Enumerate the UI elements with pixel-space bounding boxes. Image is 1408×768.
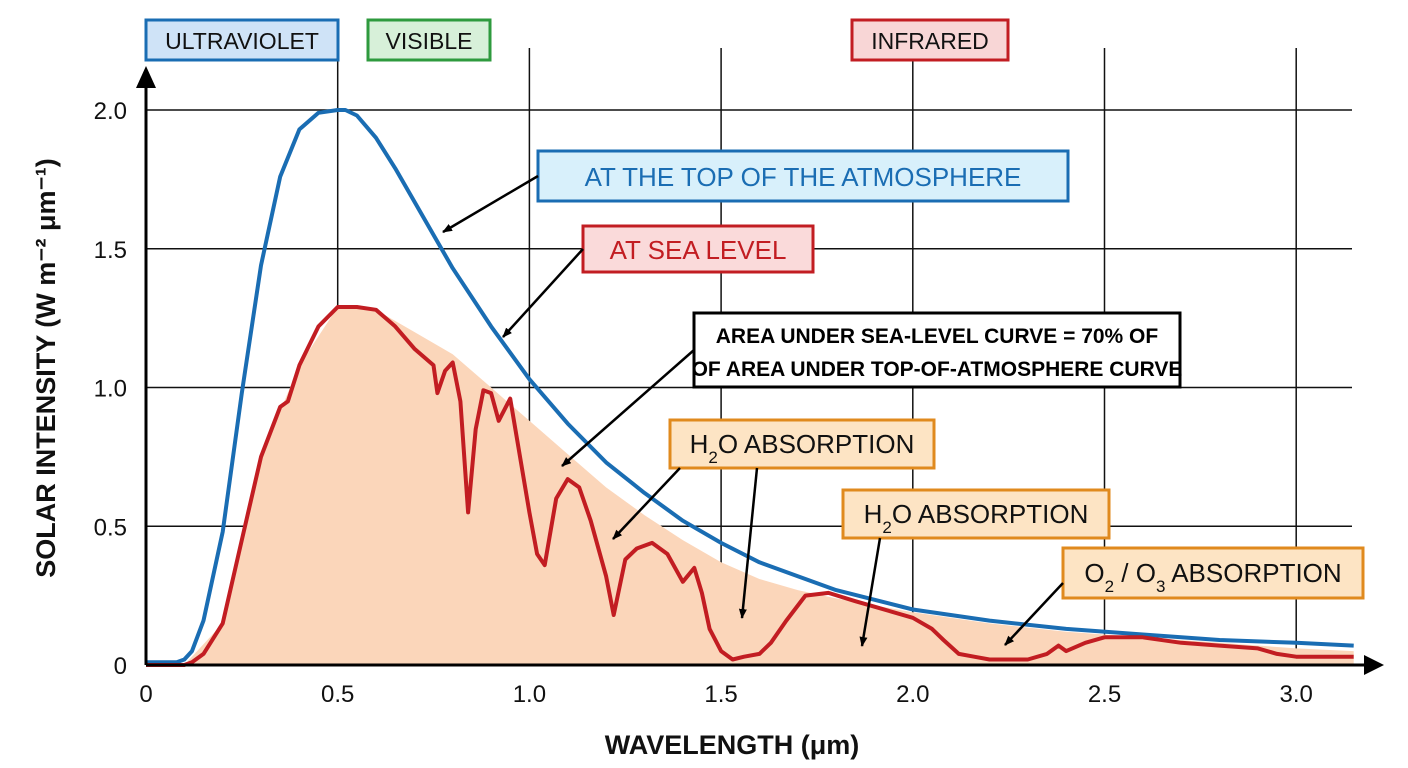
- plot-marks: [146, 108, 1354, 667]
- x-tick-label: 0.5: [321, 681, 354, 708]
- annotation-sea-level: AT SEA LEVEL: [610, 235, 787, 265]
- x-tick-label: 2.5: [1088, 681, 1121, 708]
- x-tick-label: 1.5: [704, 681, 737, 708]
- y-tick-label: 1.0: [94, 376, 127, 403]
- axes: [136, 66, 1384, 675]
- region-label-box: [850, 18, 1010, 62]
- annotation-h2o-absorption-2: H2O ABSORPTION: [864, 499, 1089, 537]
- annotation-area-note-line1: AREA UNDER SEA-LEVEL CURVE = 70% OF: [716, 325, 1159, 348]
- x-tick-label: 0: [139, 681, 152, 708]
- series-sea-level-line: [146, 305, 1354, 667]
- x-axis-arrow-icon: [1364, 655, 1384, 675]
- annotation-top-of-atmosphere: AT THE TOP OF THE ATMOSPHERE: [585, 162, 1022, 192]
- y-tick-label: 1.5: [94, 237, 127, 264]
- callout-arrow: [612, 467, 681, 540]
- callout-arrow: [561, 349, 695, 467]
- spectrum-region-labels: ULTRAVIOLET VISIBLE INFRARED: [144, 18, 1010, 62]
- y-axis-arrow-icon: [136, 66, 156, 88]
- sea-level-area-fill: [184, 307, 1354, 665]
- annotations: AT THE TOP OF THE ATMOSPHERE AT SEA LEVEL…: [442, 149, 1365, 647]
- series-top-of-atmosphere-line: [146, 108, 1354, 665]
- annotation-area-note-line2: OF AREA UNDER TOP-OF-ATMOSPHERE CURVE: [692, 358, 1183, 381]
- callout-arrow: [442, 174, 539, 234]
- annotation-h2o-absorption-1-box: [668, 418, 936, 470]
- y-tick-label: 0: [114, 653, 127, 680]
- y-tick-label: 2.0: [94, 98, 127, 125]
- annotation-area-note-box: [692, 311, 1182, 389]
- region-label-ultraviolet: ULTRAVIOLET: [165, 28, 319, 54]
- callout-arrow: [738, 467, 759, 619]
- callout-arrow: [859, 537, 882, 647]
- y-tick-label: 0.5: [94, 514, 127, 541]
- region-label-box: [144, 18, 340, 62]
- annotation-h2o-absorption-2-box: [841, 488, 1111, 540]
- annotation-o2-o3-absorption: O2 / O3 ABSORPTION: [1084, 558, 1341, 596]
- region-label-box: [366, 18, 492, 62]
- tick-labels: 0 0.5 1.0 1.5 2.0 2.5 3.0 0 0.5 1.0 1.5 2.0: [94, 98, 1313, 708]
- annotation-h2o-absorption-1: H2O ABSORPTION: [690, 429, 915, 467]
- region-label-infrared: INFRARED: [871, 28, 989, 54]
- callout-arrow: [502, 248, 584, 338]
- x-tick-label: 2.0: [896, 681, 929, 708]
- x-tick-label: 3.0: [1280, 681, 1313, 708]
- x-tick-label: 1.0: [513, 681, 546, 708]
- annotation-o2-o3-absorption-box: [1061, 546, 1365, 600]
- y-axis-title: SOLAR INTENSITY (W m⁻² μm⁻¹): [31, 158, 61, 578]
- callout-arrow: [1004, 582, 1064, 646]
- region-label-visible: VISIBLE: [386, 28, 473, 54]
- annotation-top-of-atmosphere-box: [536, 149, 1070, 203]
- x-axis-title: WAVELENGTH (μm): [605, 730, 860, 760]
